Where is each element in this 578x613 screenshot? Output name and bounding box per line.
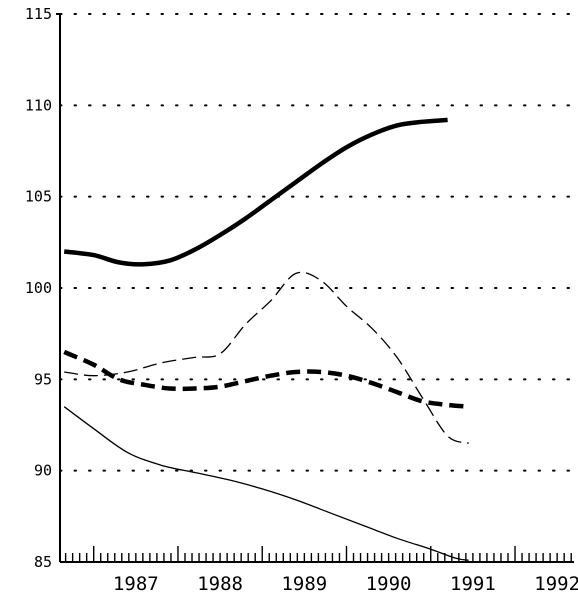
y-tick-label-115: 115 bbox=[25, 5, 52, 23]
y-tick-label-85: 85 bbox=[34, 553, 52, 571]
x-tick-labels: 1987 1988 1989 1990 1991 1992 bbox=[113, 573, 578, 595]
x-tick-label-1992: 1992 bbox=[534, 573, 578, 595]
y-tick-label-90: 90 bbox=[34, 462, 52, 480]
series-line-thin-dashed bbox=[64, 271, 469, 444]
y-tick-label-105: 105 bbox=[25, 188, 52, 206]
x-tick-label-1988: 1988 bbox=[197, 573, 243, 595]
y-tick-label-95: 95 bbox=[34, 370, 52, 388]
y-tick-labels: 85 90 95 100 105 110 115 bbox=[25, 5, 52, 571]
series-line-thick-solid bbox=[63, 117, 448, 267]
x-tick-label-1990: 1990 bbox=[366, 573, 412, 595]
x-tick-label-1987: 1987 bbox=[113, 573, 159, 595]
y-tick-label-110: 110 bbox=[25, 96, 52, 114]
series-line-thin-solid bbox=[63, 406, 469, 561]
y-tick-label-100: 100 bbox=[25, 279, 52, 297]
gridlines bbox=[59, 13, 575, 472]
x-tick-label-1989: 1989 bbox=[281, 573, 327, 595]
series-lines bbox=[63, 117, 469, 561]
x-tick-label-1991: 1991 bbox=[450, 573, 496, 595]
series-line-thick-dashed bbox=[63, 349, 469, 409]
